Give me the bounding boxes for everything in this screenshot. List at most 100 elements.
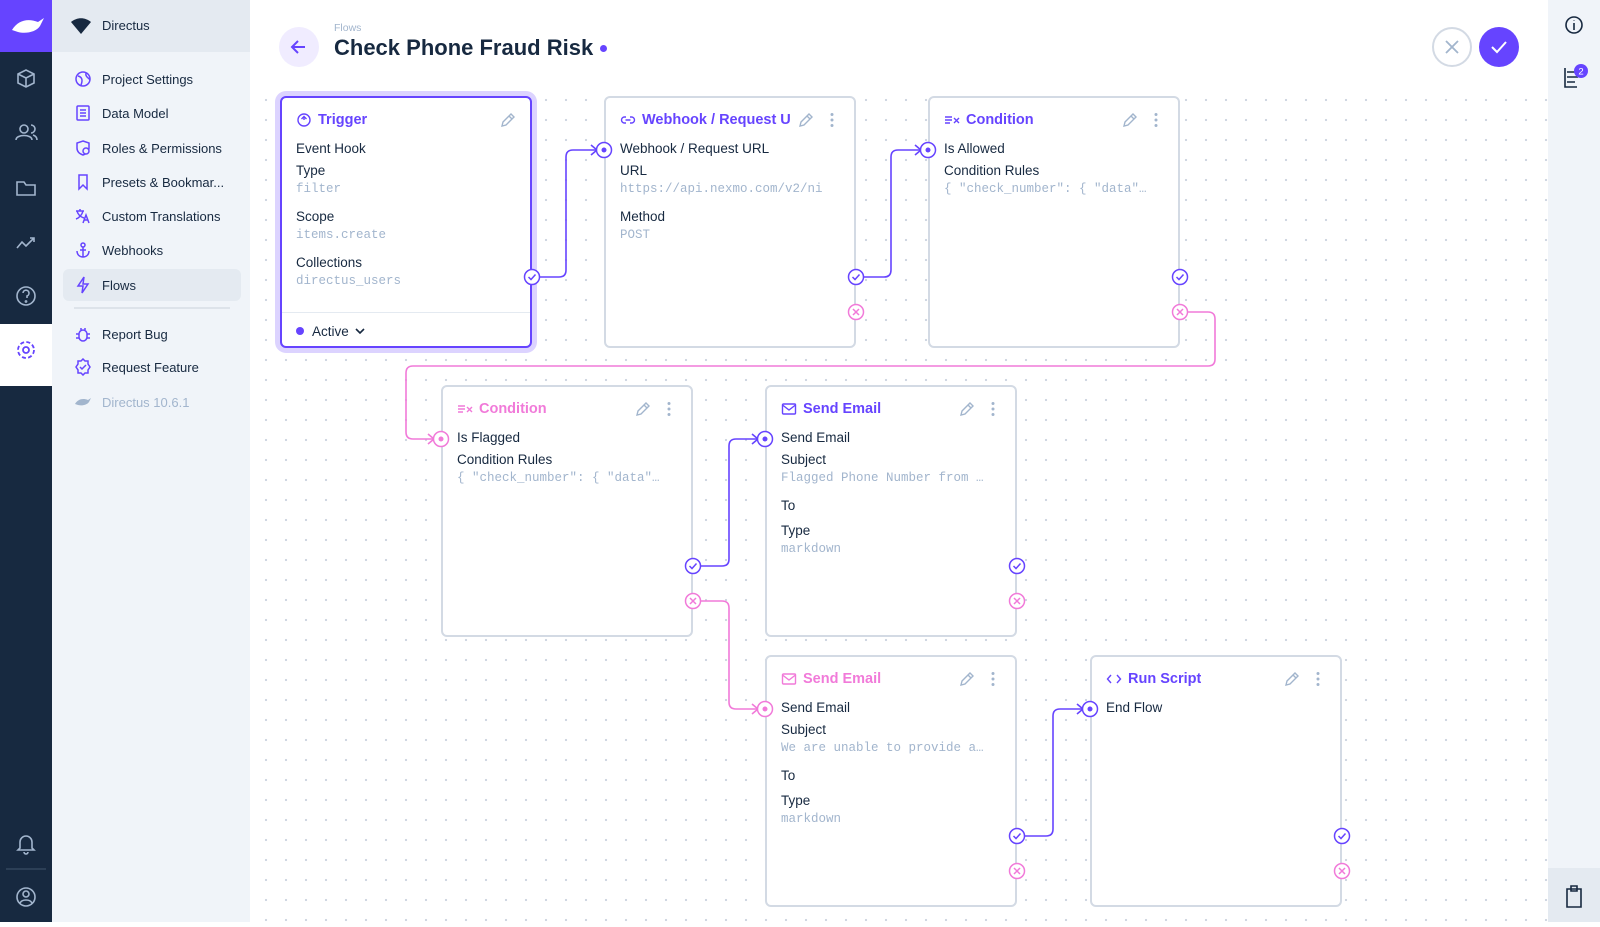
help-icon[interactable] [16,286,36,306]
nav-item[interactable]: Webhooks [63,234,241,266]
nav-label: Roles & Permissions [102,140,222,156]
field-value: POST [620,228,651,242]
panel-icon [620,116,636,124]
project-header[interactable]: Directus [52,0,250,52]
logo[interactable] [0,0,52,52]
user-icon[interactable] [16,887,36,907]
panel-icon [458,405,473,413]
sidebar-right: 2 [1548,0,1600,922]
panel-body: Event Hook Type filter Scope items.create Col… [296,140,516,300]
operation-panel[interactable]: Send Email Send Email Subject We are unable… [765,655,1017,907]
content-icon[interactable] [17,69,35,88]
edit-icon[interactable] [1120,110,1140,130]
nav-item[interactable]: Data Model [63,97,241,129]
nav-icon [76,328,90,342]
nav-label: Report Bug [102,326,168,342]
panel-subtitle: Is Allowed [944,141,1005,156]
nav-item[interactable]: Presets & Bookmar... [63,166,241,198]
users-icon[interactable] [15,124,38,141]
info-icon[interactable] [1565,16,1583,34]
more-icon[interactable] [659,399,679,419]
panel-body: End Flow [1106,699,1326,721]
operation-panel[interactable]: Webhook / Request U Webhook / Request URL… [604,96,856,348]
nav-label: Presets & Bookmar... [102,174,225,190]
nav-icon [78,174,88,191]
edit-icon[interactable] [1282,669,1302,689]
panel-icon [945,116,960,124]
operation-panel[interactable]: Send Email Send Email Subject Flagged Phone… [765,385,1017,637]
badge [1574,64,1588,78]
header-actions [1432,27,1519,67]
more-icon[interactable] [822,110,842,130]
bell-icon[interactable] [16,835,36,855]
operation-panel[interactable]: Condition Is Allowed Condition Rules { "che… [928,96,1180,348]
more-icon[interactable] [1308,669,1328,689]
panel-title: Webhook / Request U [642,112,791,128]
operation-panel[interactable]: Condition Is Flagged Condition Rules { "che… [441,385,693,637]
revisions-icon[interactable] [1564,68,1578,88]
edit-icon[interactable] [498,110,518,130]
operation-panel[interactable]: Run Script End Flow [1090,655,1342,907]
clipboard-icon[interactable] [1566,885,1582,908]
panel-icon [781,403,797,415]
field-value: { "check_number": { "data"… [457,471,660,485]
save-button[interactable] [1479,27,1519,67]
field-label: Subject [781,452,827,467]
nav-item[interactable]: Project Settings [63,63,241,95]
nav-icon [76,105,90,121]
badge-count: 2 [1578,67,1583,78]
panel-title: Condition [966,112,1034,128]
field-label: Type [781,523,811,538]
nav-icon [75,71,91,87]
nav-item[interactable]: Roles & Permissions [63,132,241,164]
field-value: https://api.nexmo.com/v2/ni [620,182,823,196]
edit-icon[interactable] [796,110,816,130]
right-icons: 2 [1548,16,1600,922]
nav-item[interactable]: Flows [63,269,241,301]
more-icon[interactable] [983,669,1003,689]
more-icon[interactable] [1146,110,1166,130]
more-icon[interactable] [983,399,1003,419]
field-value: Flagged Phone Number from … [781,471,984,485]
project-name: Directus [102,18,150,33]
chevron [355,328,365,335]
settings-active[interactable] [0,324,52,386]
back-button[interactable] [279,27,319,67]
nav-label: Request Feature [102,359,199,375]
panel-header: Webhook / Request U [620,110,842,130]
field-value: directus_users [296,274,402,288]
panel-subtitle: End Flow [1106,700,1163,715]
logo-icon [12,18,44,33]
field-value: { "check_number": { "data"… [944,182,1147,196]
panel-subtitle: Event Hook [296,141,366,156]
version[interactable]: Directus 10.6.1 [63,386,241,418]
field-label: Type [296,163,326,178]
nav-item[interactable]: Custom Translations [63,200,241,232]
cancel-button[interactable] [1432,27,1472,67]
version-icon [75,398,91,406]
edit-icon[interactable] [957,399,977,419]
panel-header: Condition [944,110,1166,130]
edit-icon[interactable] [957,669,977,689]
module-bar [0,0,52,922]
operation-panel[interactable]: Trigger Event Hook Type filter Scope items.cr… [280,96,532,348]
panel-body: Send Email Subject Flagged Phone Number fr… [781,429,1001,568]
panel-icon [297,113,311,127]
field-label: Condition Rules [457,452,553,467]
panel-footer[interactable]: Active [282,312,530,349]
panel-title: Condition [479,401,547,417]
field-label: Scope [296,209,335,224]
field-value: We are unable to provide a… [781,741,984,755]
files-icon[interactable] [16,181,36,196]
panel-header: Trigger [296,110,518,130]
edit-icon[interactable] [633,399,653,419]
project-icon [71,18,91,34]
panel-subtitle: Send Email [781,700,851,715]
status-dot [296,327,304,335]
insights-icon[interactable] [16,237,35,249]
breadcrumb[interactable]: Flows [334,22,362,34]
nav-item[interactable]: Report Bug [63,318,241,350]
field-label: Condition Rules [944,163,1040,178]
nav-item[interactable]: Request Feature [63,351,241,383]
